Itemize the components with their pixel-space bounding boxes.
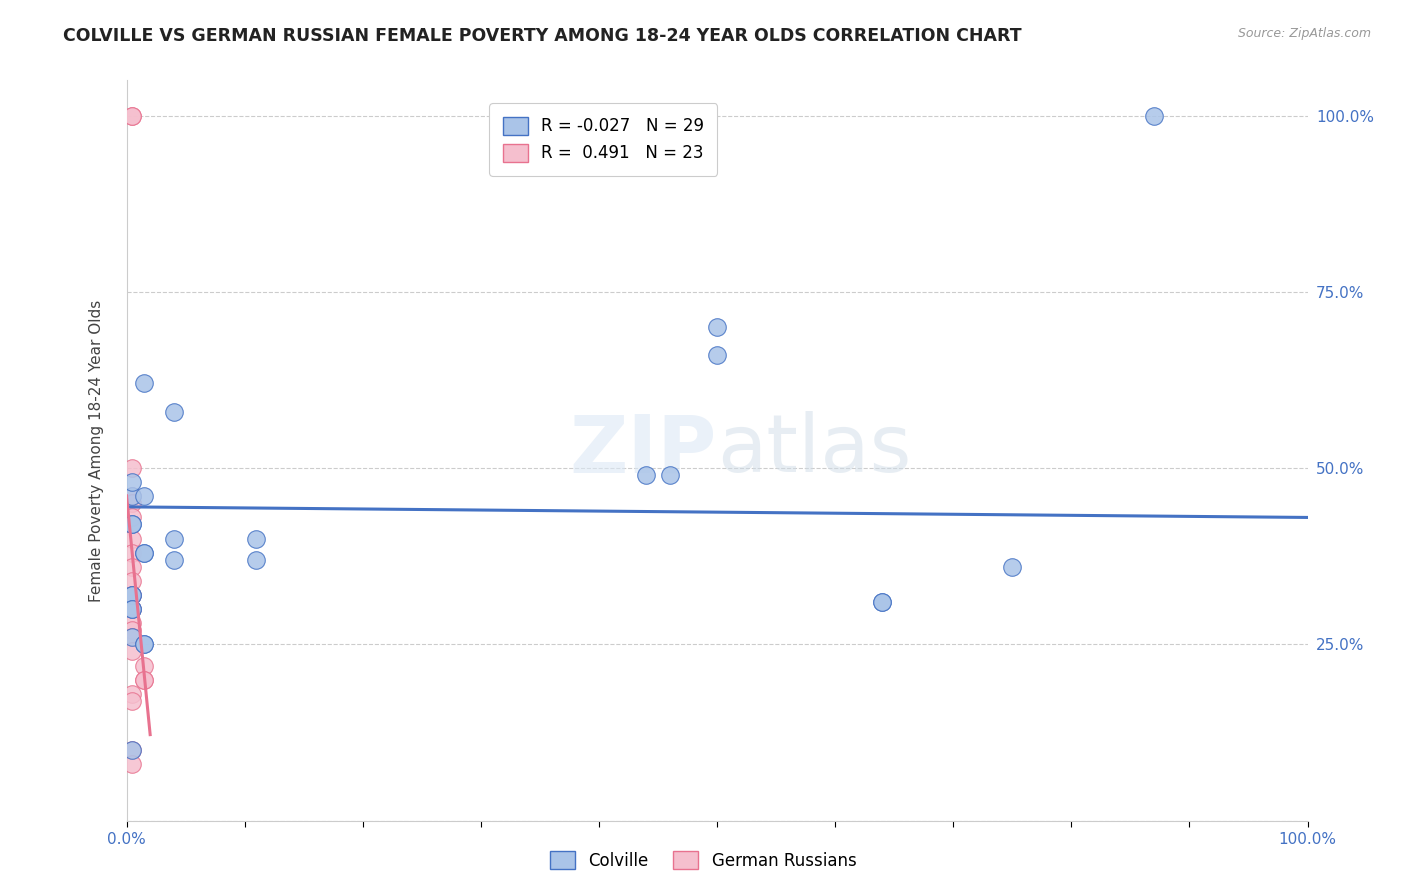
Point [121, 743, 143, 757]
Point [163, 553, 186, 567]
Point [121, 517, 143, 532]
Point [121, 461, 143, 475]
Point [121, 510, 143, 524]
Point [121, 588, 143, 602]
Text: atlas: atlas [717, 411, 911, 490]
Point [121, 489, 143, 503]
Text: ZIP: ZIP [569, 411, 717, 490]
Legend: Colville, German Russians: Colville, German Russians [543, 845, 863, 877]
Point [134, 673, 156, 687]
Text: Source: ZipAtlas.com: Source: ZipAtlas.com [1237, 27, 1371, 40]
Point [163, 532, 186, 546]
Text: COLVILLE VS GERMAN RUSSIAN FEMALE POVERTY AMONG 18-24 YEAR OLDS CORRELATION CHAR: COLVILLE VS GERMAN RUSSIAN FEMALE POVERT… [63, 27, 1022, 45]
Point [121, 475, 143, 490]
Point [134, 673, 156, 687]
Point [134, 637, 156, 651]
Point [121, 588, 143, 602]
Point [121, 588, 143, 602]
Point [121, 624, 143, 638]
Point [121, 630, 143, 644]
Point [121, 602, 143, 616]
Point [636, 468, 658, 483]
Point [245, 532, 267, 546]
Point [121, 687, 143, 701]
Y-axis label: Female Poverty Among 18-24 Year Olds: Female Poverty Among 18-24 Year Olds [90, 300, 104, 601]
Point [121, 630, 143, 644]
Point [121, 109, 143, 123]
Point [121, 602, 143, 616]
Point [1001, 559, 1024, 574]
Point [121, 743, 143, 757]
Point [245, 553, 267, 567]
Point [121, 694, 143, 708]
Point [134, 637, 156, 651]
Point [121, 559, 143, 574]
Point [872, 595, 894, 609]
Point [134, 658, 156, 673]
Point [134, 489, 156, 503]
Point [706, 320, 728, 334]
Point [121, 757, 143, 772]
Point [1143, 109, 1166, 123]
Point [121, 532, 143, 546]
Legend: R = -0.027   N = 29, R =  0.491   N = 23: R = -0.027 N = 29, R = 0.491 N = 23 [489, 103, 717, 176]
Point [872, 595, 894, 609]
Point [121, 109, 143, 123]
Point [163, 405, 186, 419]
Point [121, 644, 143, 658]
Point [121, 602, 143, 616]
Point [134, 546, 156, 560]
Point [121, 517, 143, 532]
Point [134, 376, 156, 391]
Point [121, 496, 143, 510]
Point [658, 468, 681, 483]
Point [134, 546, 156, 560]
Point [121, 489, 143, 503]
Point [121, 574, 143, 588]
Point [121, 616, 143, 631]
Point [706, 348, 728, 362]
Point [121, 546, 143, 560]
